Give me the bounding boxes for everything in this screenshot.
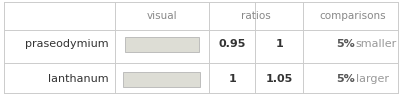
Text: 5%: 5% bbox=[337, 39, 355, 49]
Bar bbox=[123, 72, 201, 87]
Text: 5%: 5% bbox=[337, 74, 355, 84]
Text: larger: larger bbox=[356, 74, 389, 84]
Text: 1.05: 1.05 bbox=[266, 74, 293, 84]
Text: 1: 1 bbox=[276, 39, 283, 49]
Text: ratios: ratios bbox=[241, 11, 271, 21]
Text: praseodymium: praseodymium bbox=[25, 39, 109, 49]
Text: 1: 1 bbox=[228, 74, 236, 84]
Text: visual: visual bbox=[147, 11, 177, 21]
Text: comparisons: comparisons bbox=[319, 11, 386, 21]
Bar bbox=[125, 37, 199, 52]
Text: lanthanum: lanthanum bbox=[48, 74, 109, 84]
Text: smaller: smaller bbox=[356, 39, 397, 49]
Text: 0.95: 0.95 bbox=[219, 39, 246, 49]
